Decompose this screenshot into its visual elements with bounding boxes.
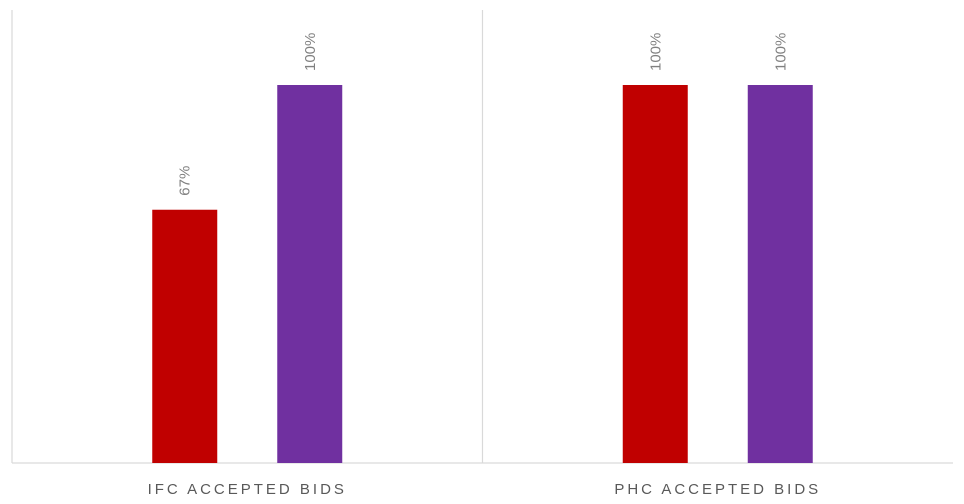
labels-layer: 67% 100% IFC ACCEPTED BIDS 100% 100% PHC ACCE… — [148, 33, 821, 498]
data-label-1-1: 67% — [177, 166, 194, 196]
bar-1-1 — [152, 209, 218, 463]
bar-1-2 — [277, 85, 343, 463]
bar-2-1 — [622, 85, 688, 463]
bars-layer — [152, 85, 813, 463]
data-label-1-2: 100% — [302, 33, 319, 71]
data-label-2-2: 100% — [772, 33, 789, 71]
bar-2-2 — [747, 85, 813, 463]
category-label-2: PHC ACCEPTED BIDS — [614, 481, 821, 498]
category-label-1: IFC ACCEPTED BIDS — [148, 481, 347, 498]
data-label-2-1: 100% — [647, 33, 664, 71]
